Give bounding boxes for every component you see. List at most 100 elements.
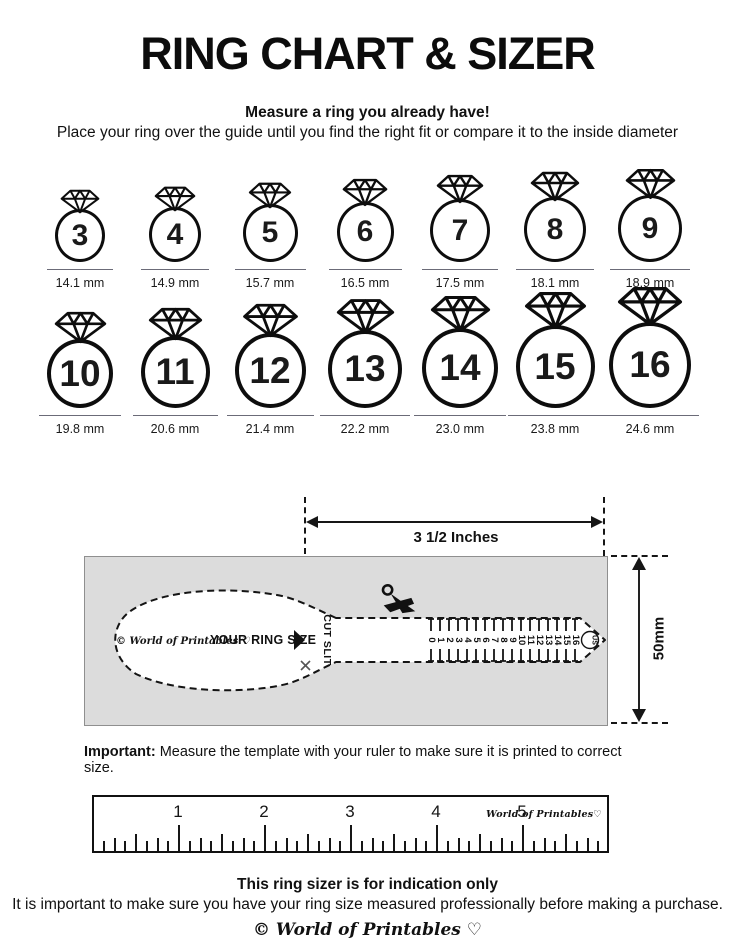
- ring-item: 14 23.0 mm: [413, 295, 507, 436]
- us-unit-label: US: [591, 635, 598, 645]
- ring-item: 7 17.5 mm: [413, 174, 507, 290]
- scale-tick: [482, 618, 488, 662]
- ruler-tick: [167, 841, 170, 851]
- ring-diameter-label: 15.7 mm: [245, 276, 295, 290]
- ruler-tick: [210, 841, 213, 851]
- ring-diameter-label: 14.9 mm: [150, 276, 200, 290]
- ruler-tick: [543, 838, 546, 851]
- scale-tick: [572, 618, 578, 662]
- your-ring-size-label: YOUR RING SIZE: [210, 633, 316, 647]
- ruler-tick: [489, 841, 492, 851]
- ruler-tick: [382, 841, 385, 851]
- scale-tick: [545, 618, 551, 662]
- ring-item: 10 19.8 mm: [33, 311, 127, 436]
- ring-diameter-label: 23.8 mm: [530, 422, 580, 436]
- ruler-tick: [414, 838, 417, 851]
- ring-underline: [601, 415, 699, 416]
- ruler-tick: [113, 838, 116, 851]
- ruler-tick: [188, 841, 191, 851]
- important-note-text: Measure the template with your ruler to …: [84, 744, 622, 776]
- pointer-triangle-icon: [294, 630, 305, 650]
- diamond-icon: [242, 303, 298, 338]
- ruler-tick: [317, 841, 320, 851]
- ring-chart-row-1: 3 14.1 mm 4 14.9 mm 5 15.7 mm 6 16.5 mm 7 17.…: [33, 168, 697, 290]
- ring-size-number: 9: [618, 195, 682, 262]
- ruler-brand-text: World of Printables♡: [486, 809, 602, 820]
- ruler-tick: [328, 838, 331, 851]
- ring-size-number: 6: [336, 202, 394, 262]
- ring-diameter-label: 18.1 mm: [530, 276, 580, 290]
- scale-tick: [428, 618, 434, 662]
- ring-item: 5 15.7 mm: [223, 182, 317, 290]
- ring-diameter-label: 20.6 mm: [150, 422, 200, 436]
- footer-brand-text: © World of Printables ♡: [252, 920, 483, 940]
- ring-underline: [414, 415, 506, 416]
- ruler-tick: [339, 841, 342, 851]
- scale-number: 10: [516, 635, 527, 646]
- height-dimension-label: 50mm: [650, 616, 668, 661]
- diamond-icon: [154, 186, 196, 212]
- scale-number: 14: [552, 635, 563, 646]
- scale-number: 9: [507, 637, 518, 642]
- ruler-tick: [231, 841, 234, 851]
- ring-underline: [234, 269, 306, 270]
- scale-tick: [536, 618, 542, 662]
- diamond-icon: [524, 291, 586, 330]
- scale-tick: [563, 618, 569, 662]
- ring-size-number: 14: [422, 328, 498, 408]
- ring-item: 13 22.2 mm: [318, 298, 412, 436]
- scale-number: 13: [543, 635, 554, 646]
- diamond-icon: [530, 171, 580, 202]
- scale-number: 8: [498, 637, 509, 642]
- scale-number: 6: [480, 637, 491, 642]
- ring-item: 6 16.5 mm: [318, 178, 412, 290]
- ruler-tick: [285, 838, 288, 851]
- ruler-tick: [350, 825, 352, 851]
- scale-tick: [464, 618, 470, 662]
- ruler-tick: [565, 834, 567, 851]
- ring-underline: [132, 415, 218, 416]
- ring-size-number: 16: [609, 322, 691, 408]
- scale-number: 1: [435, 637, 446, 643]
- ruler-number: 4: [431, 802, 441, 821]
- ruler-tick: [446, 841, 449, 851]
- scale-number: 12: [534, 635, 545, 646]
- ruler-tick: [575, 841, 578, 851]
- ruler-tick: [500, 838, 503, 851]
- cut-mark-icon: [300, 660, 311, 671]
- diamond-icon: [625, 168, 675, 200]
- ring-underline: [516, 269, 594, 270]
- sizer-outline: [114, 589, 606, 692]
- ring-diameter-label: 17.5 mm: [435, 276, 485, 290]
- important-note: Important: Measure the template with you…: [84, 744, 644, 776]
- ruler-tick: [124, 841, 127, 851]
- ring-size-number: 15: [515, 325, 595, 408]
- scale-number: 3: [453, 637, 464, 642]
- ring-size-number: 13: [328, 330, 402, 408]
- scale-number: 7: [489, 637, 500, 642]
- footer-headline: This ring sizer is for indication only: [237, 876, 498, 893]
- ring-diameter-label: 21.4 mm: [245, 422, 295, 436]
- scale-number: 5: [471, 637, 482, 643]
- ruler-tick: [274, 841, 277, 851]
- scale-tick: [554, 618, 560, 662]
- us-unit-circle: [580, 630, 600, 650]
- scale-tick: [437, 618, 443, 662]
- cut-slit-label: CUT SLIT: [321, 614, 333, 665]
- ring-item: 16 24.6 mm: [601, 286, 699, 436]
- ring-size-number: 4: [149, 207, 201, 262]
- scale-tick: [518, 618, 524, 662]
- scale-number: 0: [426, 637, 437, 642]
- ruler-tick: [145, 841, 148, 851]
- ring-size-number: 7: [430, 199, 490, 262]
- arrowhead-up-icon: [632, 557, 646, 570]
- sizer-brand-text: © World of Printables ♡: [116, 636, 251, 647]
- intro-body: Place your ring over the guide until you…: [56, 124, 679, 141]
- ring-underline: [39, 415, 121, 416]
- scale-tick: [455, 618, 461, 662]
- diamond-icon: [336, 299, 394, 334]
- ruler-tick: [457, 838, 460, 851]
- scale-number: 11: [525, 635, 536, 646]
- ring-underline: [328, 269, 402, 270]
